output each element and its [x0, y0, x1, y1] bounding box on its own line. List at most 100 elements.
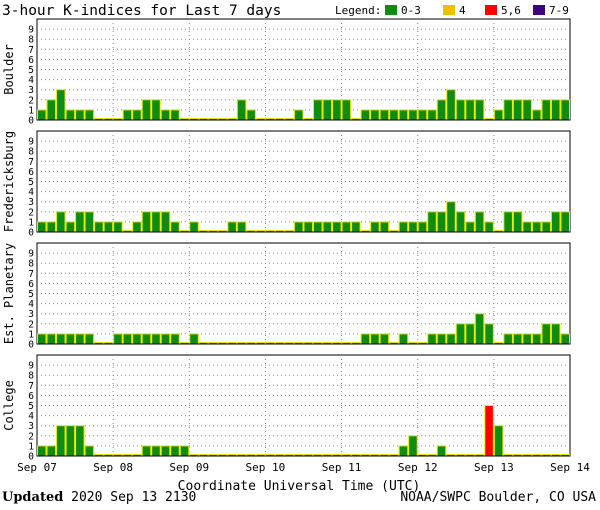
k-index-bar — [46, 221, 57, 233]
k-index-bar — [493, 425, 504, 457]
updated-timestamp: 2020 Sep 13 2130 — [71, 490, 197, 505]
k-index-bar — [436, 99, 447, 121]
y-tick-label: 6 — [28, 55, 34, 66]
k-index-bar — [351, 221, 361, 233]
k-index-bar — [113, 221, 123, 233]
k-index-bar — [293, 221, 304, 233]
k-index-bar — [446, 333, 456, 345]
k-index-bar — [484, 405, 494, 457]
k-index-bar — [84, 333, 95, 345]
k-index-bar — [436, 445, 447, 457]
y-tick-label: 9 — [28, 361, 34, 372]
k-index-bar — [474, 211, 485, 233]
k-index-bar — [332, 99, 342, 121]
k-index-bar — [446, 201, 456, 233]
y-tick-label: 2 — [28, 319, 34, 330]
k-index-bar — [455, 323, 466, 345]
x-tick-label: Sep 08 — [93, 461, 133, 474]
k-index-bar — [236, 99, 247, 121]
k-index-bar — [313, 99, 323, 121]
k-index-bar — [360, 333, 371, 345]
k-index-bar — [503, 211, 513, 233]
k-index-bar — [75, 425, 85, 457]
k-index-bar — [46, 99, 57, 121]
panel-frame — [36, 18, 571, 121]
x-tick-label: Sep 10 — [246, 461, 286, 474]
y-tick-label: 1 — [28, 329, 34, 340]
k-index-bar — [417, 221, 428, 233]
k-index-bar — [550, 211, 561, 233]
k-index-bar — [75, 333, 85, 345]
k-index-bar — [341, 221, 352, 233]
k-index-bar — [541, 99, 551, 121]
k-index-bar — [465, 221, 475, 233]
k-index-bar — [56, 211, 66, 233]
x-tick-label: Sep 11 — [322, 461, 362, 474]
k-index-bar — [427, 211, 437, 233]
y-tick-label: 8 — [28, 147, 34, 158]
y-tick-label: 6 — [28, 391, 34, 402]
chart-title: 3-hour K-indices for Last 7 days — [2, 3, 281, 19]
k-index-bar — [398, 445, 409, 457]
y-tick-label: 8 — [28, 35, 34, 46]
x-axis: Sep 07 Sep 08 Sep 09 Sep 10 Sep 11 Sep 12 Sep … — [17, 461, 590, 474]
updated-line: Updated 2020 Sep 13 2130 — [2, 490, 196, 505]
k-index-bar — [512, 99, 523, 121]
k-index-bar — [170, 333, 180, 345]
y-tick-label: 8 — [28, 259, 34, 270]
panel-frame — [36, 130, 571, 233]
y-tick-label: 5 — [28, 65, 34, 76]
k-index-bar — [550, 323, 561, 345]
panel-name: Fredericksburg — [2, 131, 16, 232]
k-index-bar — [65, 333, 76, 345]
legend-swatch — [485, 5, 497, 15]
k-index-bar — [227, 221, 237, 233]
k-index-bar — [398, 333, 409, 345]
k-index-bar — [503, 99, 513, 121]
panel-name: Est. Planetary — [2, 243, 16, 344]
k-index-bar — [474, 313, 485, 345]
y-tick-label: 9 — [28, 137, 34, 148]
k-index-bar — [427, 333, 437, 345]
updated-label: Updated — [2, 490, 64, 505]
k-index-bar — [322, 221, 333, 233]
k-index-bar — [313, 221, 323, 233]
k-index-bar — [322, 99, 333, 121]
k-index-bar — [293, 109, 304, 121]
k-index-bar — [151, 333, 161, 345]
k-index-bar — [141, 211, 152, 233]
y-tick-label: 7 — [28, 45, 34, 56]
x-tick-label: Sep 09 — [169, 461, 209, 474]
x-tick-label: Sep 13 — [474, 461, 514, 474]
k-index-bar — [65, 109, 76, 121]
k-index-bar — [170, 445, 180, 457]
y-tick-label: 0 — [28, 116, 34, 127]
k-index-bar — [360, 109, 371, 121]
k-index-bar — [531, 221, 542, 233]
k-index-bar — [56, 89, 66, 121]
y-tick-label: 7 — [28, 157, 34, 168]
legend-swatch — [385, 5, 397, 15]
k-index-bar — [522, 99, 532, 121]
k-index-bar — [122, 333, 133, 345]
k-index-bar — [113, 333, 123, 345]
k-index-bar — [141, 99, 152, 121]
y-tick-label: 3 — [28, 309, 34, 320]
legend-swatch — [443, 5, 455, 15]
k-index-bar — [132, 333, 142, 345]
legend-entry-label: 7-9 — [549, 4, 569, 17]
y-tick-label: 1 — [28, 217, 34, 228]
y-tick-label: 0 — [28, 228, 34, 239]
k-index-bar — [56, 425, 66, 457]
k-index-bar — [46, 445, 57, 457]
k-index-bar — [560, 99, 570, 121]
x-tick-label: Sep 07 — [17, 461, 57, 474]
k-index-bar — [160, 109, 171, 121]
x-axis-label: Coordinate Universal Time (UTC) — [178, 479, 421, 494]
k-index-bar — [522, 221, 532, 233]
k-index-bar — [398, 221, 409, 233]
y-tick-label: 0 — [28, 452, 34, 463]
